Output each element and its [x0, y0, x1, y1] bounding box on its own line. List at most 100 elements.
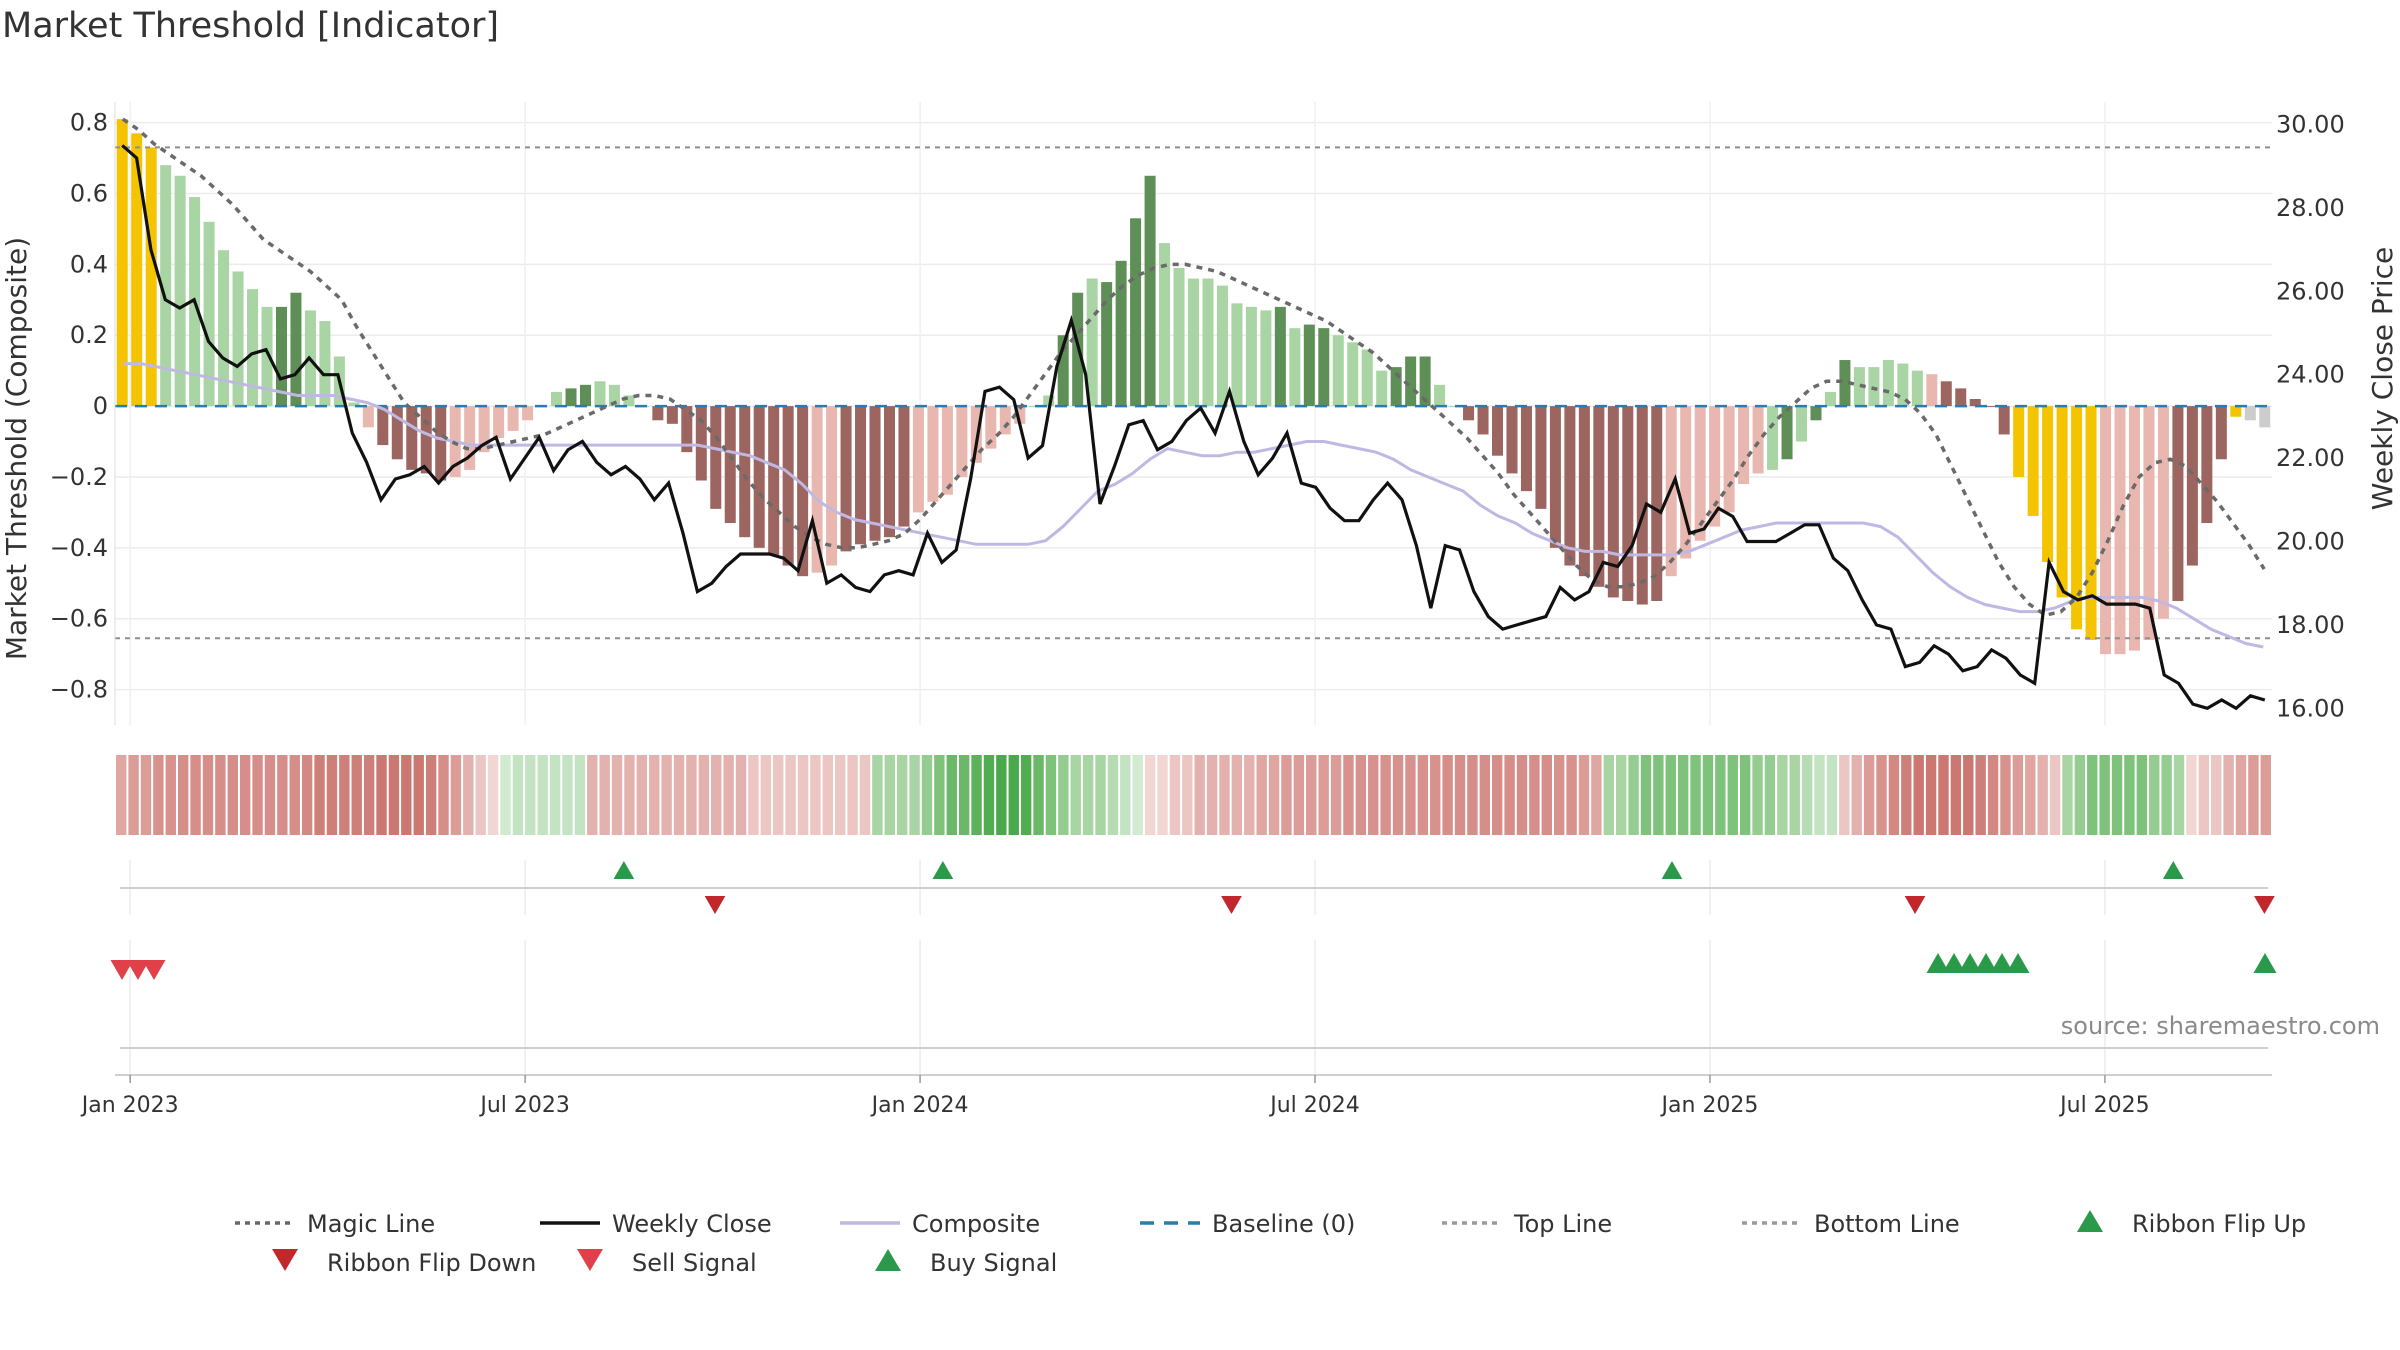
composite-bar — [710, 406, 722, 509]
ribbon-cell — [2111, 755, 2123, 835]
ribbon-cell — [2186, 755, 2197, 835]
composite-bar — [1289, 328, 1301, 407]
legend-label: Sell Signal — [632, 1249, 757, 1277]
ribbon-cell — [1380, 755, 1391, 835]
ribbon-cell — [1888, 755, 1900, 835]
ribbon-cell — [1417, 755, 1429, 835]
composite-bar — [1014, 406, 1026, 424]
ribbon-cell — [1789, 755, 1800, 835]
composite-bar — [203, 221, 215, 407]
composite-bar — [1781, 406, 1793, 460]
ribbon-cell — [1727, 755, 1738, 835]
composite-bar — [406, 406, 418, 470]
composite-bar — [608, 384, 620, 407]
composite-bar — [160, 165, 172, 407]
buy-signal-marker — [1974, 953, 1998, 973]
right-axis-title: Weekly Close Price — [2366, 247, 2399, 510]
ribbon-cell — [1690, 755, 1701, 835]
legend-label: Ribbon Flip Up — [2132, 1210, 2306, 1238]
right-tick-label: 24.00 — [2276, 361, 2345, 389]
ribbon-cell — [1281, 755, 1292, 835]
ribbon-cell — [2149, 755, 2160, 835]
ribbon-cell — [128, 755, 139, 835]
ribbon-cell — [1479, 755, 1491, 835]
composite-bar — [1332, 335, 1344, 407]
legend-item: Bottom Line — [1742, 1210, 1960, 1238]
composite-bar — [1940, 381, 1952, 407]
ribbon-cell — [698, 755, 710, 835]
composite-bar — [377, 406, 389, 446]
legend-item: Baseline (0) — [1140, 1210, 1355, 1238]
left-axis-title: Market Threshold (Composite) — [0, 237, 33, 660]
ribbon-cell — [1492, 755, 1503, 835]
ribbon-cell — [2248, 755, 2259, 835]
composite-bar — [883, 406, 895, 538]
ribbon-cell — [2260, 755, 2271, 835]
composite-bar — [1882, 360, 1894, 407]
ribbon-cell — [537, 755, 548, 835]
ribbon-cell — [425, 755, 437, 835]
ribbon-cell — [1987, 755, 1999, 835]
composite-bar — [855, 406, 867, 545]
x-tick-label: Jul 2025 — [2058, 1093, 2150, 1118]
ribbon-strip — [116, 755, 2271, 835]
legend-item: Ribbon Flip Up — [2077, 1210, 2306, 1238]
ribbon-cell — [1330, 755, 1342, 835]
ribbon-cell — [351, 755, 362, 835]
legend-item: Sell Signal — [577, 1249, 757, 1277]
ribbon-cell — [2211, 755, 2222, 835]
ribbon-flip-down-marker — [1904, 896, 1926, 914]
legend-swatch — [577, 1249, 603, 1271]
composite-bar — [1824, 391, 1836, 407]
ribbon-cell — [1045, 755, 1057, 835]
ribbon-cell — [401, 755, 412, 835]
legend-swatch — [272, 1249, 298, 1271]
composite-bar — [1926, 374, 1938, 407]
ribbon-cell — [1182, 755, 1193, 835]
composite-bar — [275, 306, 287, 407]
ribbon-cell — [487, 755, 499, 835]
ribbon-cell — [413, 755, 424, 835]
ribbon-cell — [748, 755, 759, 835]
ribbon-cell — [1206, 755, 1218, 835]
ribbon-cell — [190, 755, 201, 835]
ribbon-cell — [2000, 755, 2011, 835]
ribbon-cell — [1368, 755, 1379, 835]
composite-bar — [478, 406, 490, 453]
composite-bar — [1506, 406, 1518, 474]
ribbon-cell — [847, 755, 858, 835]
ribbon-cell — [1467, 755, 1478, 835]
right-tick-label: 22.00 — [2276, 444, 2345, 472]
legend-label: Buy Signal — [930, 1249, 1057, 1277]
composite-bar — [464, 406, 476, 470]
ribbon-cell — [2136, 755, 2148, 835]
composite-bar — [2186, 406, 2198, 566]
composite-bar — [1057, 335, 1069, 407]
ribbon-cell — [735, 755, 747, 835]
composite-bar — [1897, 363, 1909, 407]
legend-swatch — [875, 1249, 901, 1271]
ribbon-cell — [463, 755, 474, 835]
ribbon-cell — [2049, 755, 2061, 835]
ribbon-cell — [1839, 755, 1850, 835]
composite-bar — [1448, 406, 1460, 408]
composite-bar — [1115, 260, 1127, 407]
composite-bar — [1260, 310, 1272, 407]
composite-bar — [869, 406, 881, 541]
composite-bar — [2114, 406, 2126, 655]
composite-bar — [1159, 243, 1171, 407]
ribbon-cell — [723, 755, 734, 835]
composite-bar — [319, 321, 331, 407]
composite-bar — [2071, 406, 2083, 630]
ribbon-cell — [339, 755, 350, 835]
composite-bar — [782, 406, 794, 566]
composite-bar — [116, 119, 128, 407]
composite-bar — [522, 406, 534, 421]
composite-bar — [2128, 406, 2140, 651]
right-tick-label: 26.00 — [2276, 277, 2345, 305]
composite-bar — [435, 406, 447, 481]
composite-bar — [1868, 367, 1880, 407]
composite-bar — [898, 406, 910, 527]
right-tick-label: 18.00 — [2276, 611, 2345, 639]
